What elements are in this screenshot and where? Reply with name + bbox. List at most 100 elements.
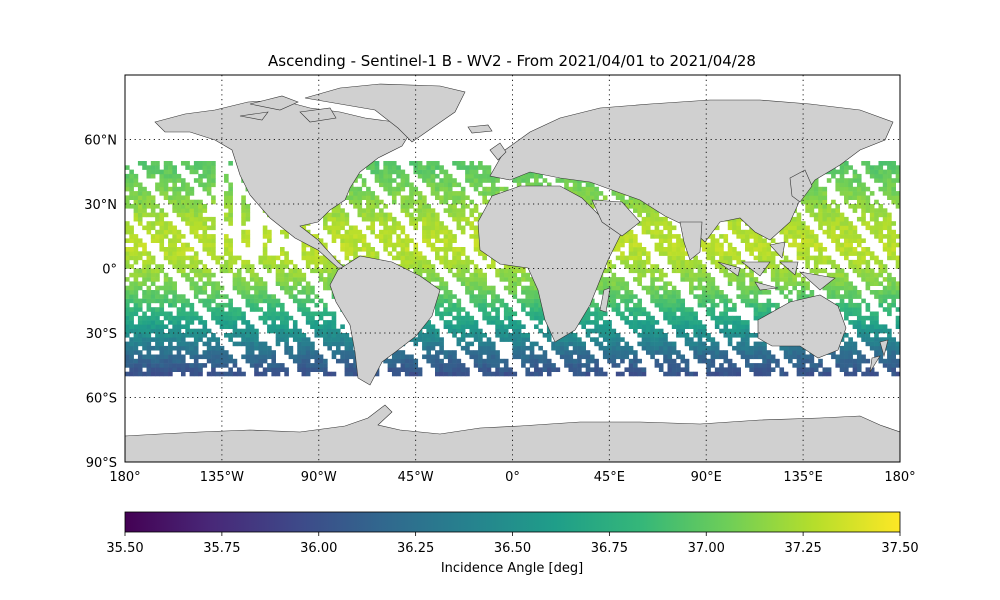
swath-cell (404, 255, 410, 261)
swath-cell (224, 234, 229, 239)
swath-cell (150, 315, 156, 321)
swath-cell (891, 199, 896, 205)
swath-cell (288, 268, 294, 274)
swath-cell (155, 298, 160, 304)
swath-cell (305, 264, 311, 269)
swath-cell (852, 320, 858, 325)
swath-cell (422, 221, 427, 226)
swath-cell (482, 367, 487, 372)
swath-cell (740, 234, 746, 239)
swath-cell (241, 354, 246, 360)
swath-cell (818, 255, 823, 261)
swath-cell (327, 268, 332, 274)
swath-cell (211, 290, 216, 295)
swath-cell (301, 358, 307, 364)
swath-cell (766, 371, 772, 377)
swath-cell (435, 302, 440, 308)
swath-cell (628, 264, 634, 269)
swath-cell (262, 255, 268, 261)
swath-cell (654, 285, 660, 291)
swath-cell (443, 281, 449, 286)
swath-cell (710, 281, 716, 286)
swath-cell (650, 337, 655, 342)
swath-cell (305, 290, 311, 295)
swath-cell (155, 341, 160, 347)
swath-cell (839, 272, 845, 278)
swath-cell (611, 307, 617, 312)
swath-cell (430, 182, 436, 188)
swath-cell (684, 371, 690, 377)
swath-cell (796, 363, 802, 368)
swath-cell (525, 272, 531, 278)
swath-cell (163, 195, 169, 200)
swath-cell (198, 363, 203, 368)
swath-cell (788, 354, 793, 360)
swath-cell (469, 225, 475, 231)
swath-cell (430, 191, 436, 196)
swath-cell (150, 212, 156, 218)
swath-cell (125, 358, 130, 364)
swath-cell (275, 337, 281, 342)
swath-cell (826, 221, 832, 226)
swath-cell (310, 320, 315, 325)
swath-cell (400, 182, 406, 188)
swath-cell (633, 324, 638, 329)
swath-cell (396, 225, 401, 231)
swath-cell (172, 238, 177, 243)
swath-cell (370, 247, 376, 252)
swath-cell (435, 272, 440, 278)
swath-cell (762, 354, 767, 360)
swath-cell (512, 354, 518, 360)
swath-cell (792, 229, 797, 235)
swath-cell (499, 268, 505, 274)
swath-cell (262, 229, 268, 235)
swath-cell (348, 242, 354, 248)
swath-cell (129, 195, 134, 200)
swath-cell (809, 242, 815, 248)
swath-cell (409, 255, 414, 261)
swath-cell (844, 216, 849, 222)
swath-cell (848, 302, 853, 308)
swath-cell (680, 354, 686, 360)
swath-cell (193, 290, 199, 295)
swath-cell (198, 354, 203, 360)
swath-cell (684, 251, 690, 256)
swath-cell (831, 350, 836, 355)
swath-cell (534, 285, 539, 291)
swath-cell (172, 264, 177, 269)
swath-cell (525, 298, 531, 304)
swath-cell (404, 363, 410, 368)
swath-cell (383, 234, 388, 239)
swath-cell (878, 345, 884, 351)
swath-cell (516, 333, 522, 338)
swath-cell (478, 328, 483, 334)
swath-cell (856, 324, 862, 329)
swath-cell (150, 290, 156, 295)
swath-cell (628, 367, 634, 372)
swath-cell (297, 337, 302, 342)
swath-cell (340, 354, 345, 360)
swath-cell (624, 264, 630, 269)
swath-cell (206, 345, 212, 351)
swath-cell (874, 290, 879, 295)
swath-cell (495, 367, 500, 372)
swath-cell (512, 345, 518, 351)
swath-cell (495, 307, 500, 312)
swath-cell (146, 255, 152, 261)
swath-cell (258, 341, 264, 347)
swath-cell (383, 229, 388, 235)
swath-cell (839, 358, 845, 364)
swath-cell (775, 268, 780, 274)
swath-cell (835, 363, 841, 368)
swath-cell (624, 302, 630, 308)
swath-cell (180, 251, 186, 256)
swath-cell (693, 333, 698, 338)
swath-cell (198, 315, 203, 321)
swath-cell (456, 191, 462, 196)
swath-cell (887, 247, 892, 252)
swath-cell (159, 221, 165, 226)
swath-cell (856, 302, 862, 308)
swath-cell (340, 247, 345, 252)
swath-cell (757, 354, 763, 360)
swath-cell (172, 367, 177, 372)
